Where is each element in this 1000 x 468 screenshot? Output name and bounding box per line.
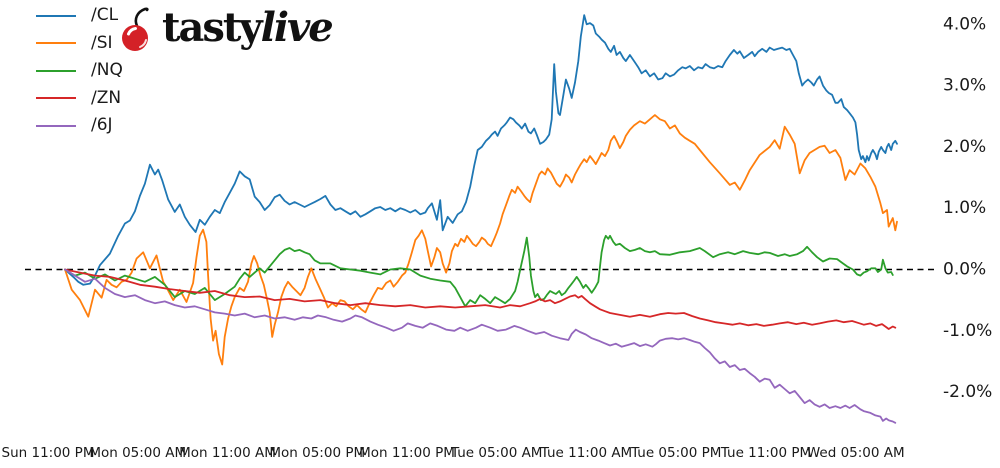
cherry-icon <box>122 7 149 51</box>
x-tick-label: Mon 05:00 AM <box>89 445 186 461</box>
logo-text-live: live <box>260 4 334 51</box>
legend-swatch-CL <box>36 14 76 17</box>
y-tick-label: -1.0% <box>943 321 992 341</box>
legend-label-NQ: /NQ <box>91 60 123 81</box>
x-tick-label: Mon 05:00 PM <box>269 445 365 461</box>
legend-item-6J: /6J <box>36 112 123 140</box>
x-tick-label: Mon 11:00 AM <box>179 445 276 461</box>
x-tick-label: Tue 05:00 AM <box>450 445 542 461</box>
legend-label-6J: /6J <box>91 115 113 136</box>
x-tick-label: Wed 05:00 AM <box>807 445 905 461</box>
series-line-NQ <box>64 234 894 308</box>
series-line-ZN <box>64 268 897 330</box>
legend-swatch-NQ <box>36 69 76 72</box>
chart-legend: /CL/SI/NQ/ZN/6J <box>36 2 123 140</box>
legend-swatch-ZN <box>36 97 76 100</box>
y-tick-label: 3.0% <box>943 76 986 96</box>
legend-swatch-6J <box>36 124 76 127</box>
x-tick-label: Tue 11:00 AM <box>540 445 632 461</box>
legend-item-CL: /CL <box>36 2 123 30</box>
y-tick-label: 2.0% <box>943 137 986 157</box>
y-tick-label: -2.0% <box>943 382 992 402</box>
legend-label-SI: /SI <box>91 32 113 53</box>
x-tick-label: Tue 11:00 PM <box>720 445 811 461</box>
legend-item-ZN: /ZN <box>36 85 123 113</box>
y-tick-label: 4.0% <box>943 14 986 34</box>
series-line-CL <box>64 14 898 286</box>
series-line-6J <box>64 268 897 424</box>
legend-swatch-SI <box>36 42 76 45</box>
legend-label-ZN: /ZN <box>91 87 122 108</box>
legend-label-CL: /CL <box>91 5 119 26</box>
logo-text: tastylive <box>162 4 334 51</box>
series-line-SI <box>64 114 898 366</box>
x-tick-label: Mon 11:00 PM <box>359 445 455 461</box>
legend-item-NQ: /NQ <box>36 57 123 85</box>
y-tick-label: 1.0% <box>943 198 986 218</box>
legend-item-SI: /SI <box>36 30 123 58</box>
x-tick-label: Sun 11:00 PM <box>2 445 95 461</box>
x-tick-label: Tue 05:00 PM <box>630 445 721 461</box>
logo-text-tasty: tasty <box>162 4 263 51</box>
y-tick-label: 0.0% <box>943 260 986 280</box>
tastylive-logo: tastylive <box>120 4 334 54</box>
